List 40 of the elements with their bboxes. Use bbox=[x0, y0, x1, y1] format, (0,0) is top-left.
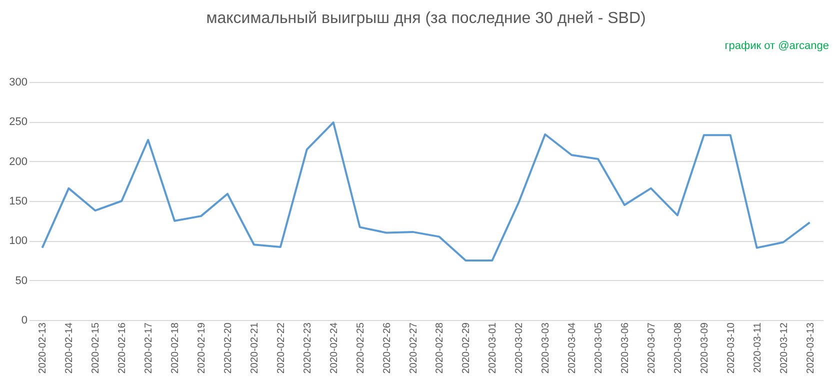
x-tick-label: 2020-03-08 bbox=[672, 322, 684, 374]
x-tick-label: 2020-03-12 bbox=[778, 322, 790, 374]
x-tick-label: 2020-03-10 bbox=[726, 322, 737, 374]
chart-title: максимальный выигрыш дня (за последние 30 дней - SBD) bbox=[206, 10, 646, 27]
y-tick-label: 50 bbox=[15, 274, 28, 287]
x-tick-label: 2020-02-18 bbox=[170, 322, 182, 374]
x-tick-label: 2020-02-25 bbox=[355, 322, 366, 374]
x-tick-label: 2020-02-16 bbox=[117, 322, 128, 374]
x-tick-label: 2020-03-06 bbox=[620, 322, 631, 374]
y-tick-label: 200 bbox=[9, 156, 28, 168]
y-tick-label: 300 bbox=[9, 76, 28, 88]
x-tick-label: 2020-03-07 bbox=[646, 322, 658, 374]
y-tick-label: 250 bbox=[9, 116, 28, 128]
x-tick-label: 2020-02-14 bbox=[64, 322, 76, 374]
text: график от @arcange bbox=[724, 40, 829, 52]
x-tick-label: 2020-02-21 bbox=[249, 322, 260, 374]
x-tick-label: 2020-02-20 bbox=[223, 322, 234, 374]
x-tick-label: 2020-02-29 bbox=[461, 322, 472, 374]
x-tick-label: 2020-02-27 bbox=[408, 322, 420, 374]
x-tick-label: 2020-02-13 bbox=[38, 322, 49, 374]
x-tick-label: 2020-02-15 bbox=[90, 322, 102, 374]
x-tick-label: 2020-02-26 bbox=[382, 322, 393, 374]
x-tick-label: 2020-02-17 bbox=[144, 322, 155, 374]
y-tick-label: 0 bbox=[21, 314, 28, 326]
x-tick-label: 2020-02-28 bbox=[434, 322, 446, 374]
x-tick-label: 2020-03-09 bbox=[699, 322, 710, 374]
x-tick-label: 2020-03-11 bbox=[752, 322, 764, 373]
x-tick-label: 2020-03-04 bbox=[567, 322, 578, 374]
x-tick-label: 2020-02-22 bbox=[276, 322, 287, 374]
y-tick-label: 150 bbox=[9, 196, 28, 208]
x-tick-label: 2020-03-05 bbox=[594, 322, 605, 374]
x-tick-label: 2020-02-23 bbox=[302, 322, 314, 374]
x-tick-label: 2020-03-01 bbox=[488, 322, 499, 374]
x-tick-label: 2020-02-24 bbox=[328, 322, 340, 374]
x-tick-label: 2020-03-13 bbox=[805, 322, 816, 374]
y-tick-label: 100 bbox=[9, 235, 28, 248]
x-tick-label: 2020-03-03 bbox=[540, 322, 552, 374]
x-tick-label: 2020-02-19 bbox=[196, 322, 208, 374]
line-series bbox=[41, 121, 811, 262]
x-tick-label: 2020-03-02 bbox=[514, 322, 526, 374]
